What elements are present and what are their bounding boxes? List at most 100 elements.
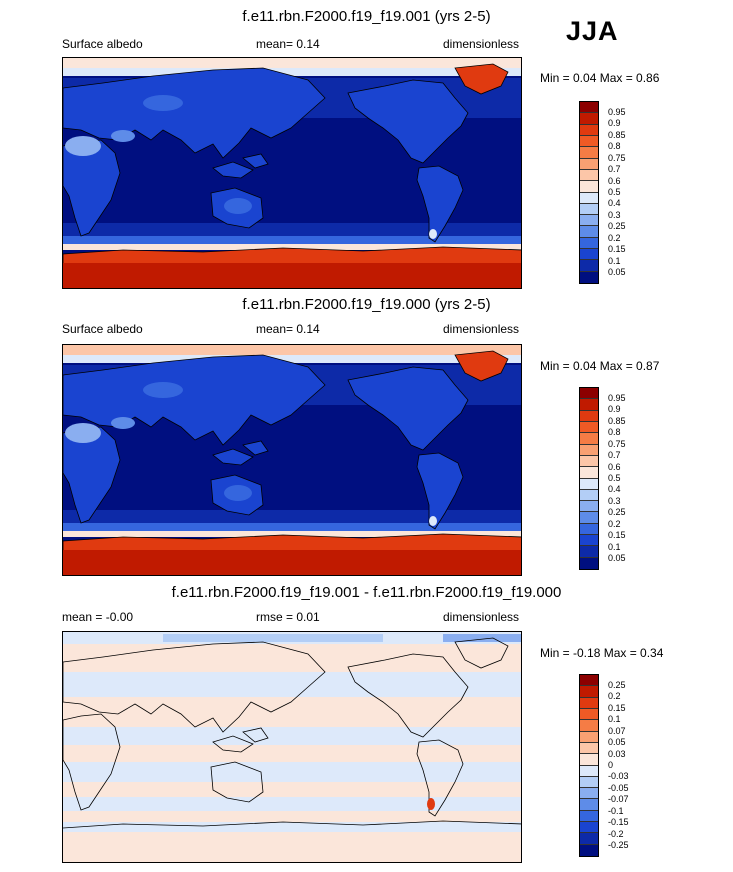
colorbar-swatch <box>580 135 598 148</box>
panel-1-title: f.e11.rbn.F2000.f19_f19.001 (yrs 2-5) <box>242 8 491 25</box>
colorbar-swatch <box>580 467 598 479</box>
colorbar-tick-label: -0.1 <box>608 805 624 816</box>
colorbar-tick-label: 0.2 <box>608 518 621 529</box>
diff-band-negative <box>63 797 521 811</box>
season-label: JJA <box>566 16 619 46</box>
south-america-outline <box>416 739 464 817</box>
colorbar-swatch <box>580 455 598 468</box>
colorbar-swatch <box>580 215 598 227</box>
greenland-landmass <box>454 350 509 382</box>
north-america-outline <box>347 653 469 738</box>
panel-1-map <box>62 57 522 289</box>
colorbar-tick-label: -0.15 <box>608 817 629 828</box>
colorbar-swatch <box>580 203 598 216</box>
colorbar-swatch <box>580 124 598 136</box>
colorbar-swatch <box>580 810 598 823</box>
colorbar-swatch <box>580 102 598 114</box>
colorbar-tick-label: 0.85 <box>608 415 626 426</box>
colorbar-tick-label: -0.07 <box>608 794 629 805</box>
southeast-asia-outline <box>212 727 269 753</box>
panel-1-colorbar <box>579 101 599 284</box>
colorbar-tick-label: 0.15 <box>608 244 626 255</box>
colorbar-swatch <box>580 557 598 569</box>
sea-ice-edge <box>63 244 521 250</box>
colorbar-tick-label: -0.2 <box>608 828 624 839</box>
colorbar-swatch <box>580 478 598 490</box>
panel-2-minmax: Min = 0.04 Max = 0.87 <box>540 359 660 373</box>
colorbar-swatch <box>580 158 598 170</box>
colorbar-tick-label: 0.1 <box>608 255 621 266</box>
colorbar-swatch <box>580 844 598 856</box>
colorbar-tick-label: 0.4 <box>608 198 621 209</box>
ocean-band-south-2 <box>63 236 521 246</box>
ocean-band-south-2 <box>63 523 521 533</box>
colorbar-swatch <box>580 754 598 766</box>
colorbar-swatch <box>580 523 598 536</box>
colorbar-tick-label: -0.25 <box>608 840 629 851</box>
panel-3-rmse-label: rmse = 0.01 <box>256 610 320 624</box>
colorbar-tick-label: 0.75 <box>608 152 626 163</box>
colorbar-tick-label: -0.03 <box>608 771 629 782</box>
africa-landmass <box>63 139 121 237</box>
colorbar-tick-label: 0.95 <box>608 106 626 117</box>
colorbar-swatch <box>580 237 598 250</box>
colorbar-swatch <box>580 226 598 238</box>
colorbar-swatch <box>580 271 598 283</box>
colorbar-swatch <box>580 444 598 456</box>
colorbar-swatch <box>580 512 598 524</box>
colorbar-tick-label: 0.85 <box>608 129 626 140</box>
panel-3-minmax: Min = -0.18 Max = 0.34 <box>540 646 664 660</box>
panel-2-title: f.e11.rbn.F2000.f19_f19.000 (yrs 2-5) <box>242 296 491 313</box>
north-america-landmass <box>347 79 469 164</box>
diff-patagonia-max <box>427 798 435 810</box>
panel-1-mean-label: mean= 0.14 <box>256 37 320 51</box>
panel-2-units-label: dimensionless <box>443 322 520 336</box>
panel-3-units-label: dimensionless <box>443 610 520 624</box>
colorbar-swatch <box>580 788 598 800</box>
australia-bright <box>224 485 252 501</box>
colorbar-tick-label: 0.8 <box>608 141 621 152</box>
colorbar-tick-label: 0.05 <box>608 267 626 278</box>
colorbar-tick-label: 0.03 <box>608 748 626 759</box>
patagonia-bright <box>429 229 437 239</box>
asia-bright <box>143 382 183 398</box>
panel-1-variable-label: Surface albedo <box>62 37 143 51</box>
australia-bright <box>224 198 252 214</box>
colorbar-swatch <box>580 147 598 159</box>
greenland-outline <box>454 637 509 669</box>
panel-3-map <box>62 631 522 863</box>
australia-outline <box>210 761 264 803</box>
southeast-asia-landmass <box>212 440 269 466</box>
diff-band-negative <box>63 762 521 782</box>
colorbar-swatch <box>580 260 598 272</box>
colorbar-tick-label: 0.3 <box>608 495 621 506</box>
diff-arctic-neg <box>163 634 383 642</box>
colorbar-swatch <box>580 535 598 547</box>
colorbar-swatch <box>580 799 598 811</box>
southeast-asia-landmass <box>212 153 269 179</box>
panel-3-mean-label: mean = -0.00 <box>62 610 134 624</box>
africa-landmass <box>63 426 121 524</box>
colorbar-tick-label: 0.05 <box>608 553 626 564</box>
colorbar-swatch <box>580 742 598 755</box>
colorbar-swatch <box>580 249 598 261</box>
panel-1-minmax: Min = 0.04 Max = 0.86 <box>540 71 660 85</box>
colorbar-tick-label: 0.9 <box>608 118 621 129</box>
colorbar-swatch <box>580 421 598 434</box>
sea-ice-edge <box>63 531 521 537</box>
sahara-bright <box>65 136 101 156</box>
colorbar-swatch <box>580 192 598 204</box>
colorbar-tick-label: 0 <box>608 760 614 770</box>
colorbar-swatch <box>580 433 598 445</box>
colorbar-tick-label: 0.15 <box>608 530 626 541</box>
colorbar-swatch <box>580 399 598 411</box>
asia-bright <box>143 95 183 111</box>
colorbar-swatch <box>580 822 598 834</box>
colorbar-swatch <box>580 675 598 687</box>
colorbar-tick-label: 0.75 <box>608 438 626 449</box>
europe-asia-outline <box>63 641 326 733</box>
colorbar-tick-label: 0.07 <box>608 725 626 736</box>
colorbar-swatch <box>580 501 598 513</box>
antarctica-outline <box>63 820 521 829</box>
colorbar-swatch <box>580 765 598 777</box>
